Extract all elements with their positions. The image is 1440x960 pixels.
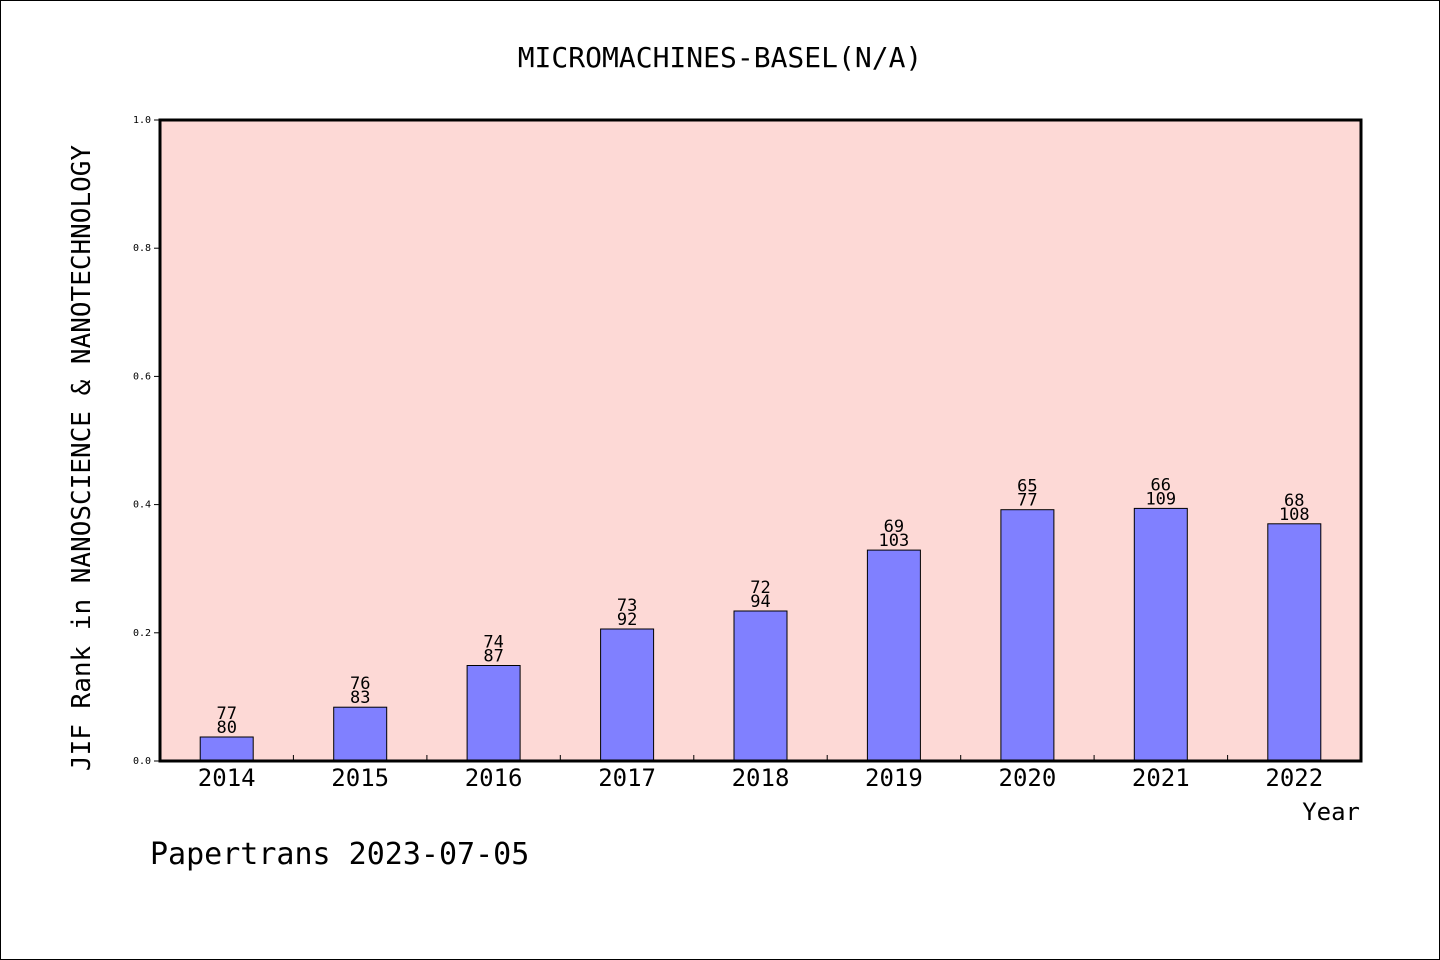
- bar-2018: [733, 610, 788, 762]
- y-tick-label-0.0: 0.0: [133, 756, 151, 767]
- bar-2019: [866, 549, 921, 762]
- y-tick-label-0.6: 0.6: [133, 371, 151, 382]
- chart-title: MICROMACHINES-BASEL(N/A): [518, 41, 923, 74]
- bar-2016: [466, 665, 521, 762]
- y-tick-label-1.0: 1.0: [133, 115, 151, 126]
- bar-rank-label-2018: 72: [750, 578, 770, 598]
- bar-total-label-2019: 103: [879, 531, 910, 551]
- x-tick-label-2017: 2017: [598, 764, 656, 792]
- bar-total-label-2015: 83: [350, 688, 370, 708]
- bar-rank-label-2017: 73: [617, 596, 637, 616]
- y-tick-label-0.8: 0.8: [133, 243, 151, 254]
- bars-group: [199, 507, 1322, 762]
- plot-border: [158, 118, 1363, 763]
- bar-total-label-2021: 109: [1145, 489, 1176, 509]
- bar-2014: [199, 736, 254, 762]
- x-tick-label-2020: 2020: [999, 764, 1057, 792]
- x-tick-label-2021: 2021: [1132, 764, 1190, 792]
- bar-total-label-2017: 92: [617, 610, 637, 630]
- bar-2017: [600, 628, 655, 762]
- x-tick-label-2019: 2019: [865, 764, 923, 792]
- bar-rank-label-2021: 66: [1151, 475, 1171, 495]
- bar-total-label-2016: 87: [483, 647, 503, 667]
- x-axis-label: Year: [1302, 798, 1360, 826]
- bar-rank-label-2020: 65: [1017, 477, 1037, 497]
- x-axis: 2014 2015 2016 2017 2018 2019 2020 2021 2022: [198, 755, 1323, 792]
- bar-rank-label-2014: 77: [216, 704, 236, 724]
- bar-total-label-2014: 80: [216, 718, 236, 738]
- bar-total-label-2018: 94: [750, 592, 770, 612]
- x-tick-label-2018: 2018: [732, 764, 790, 792]
- bar-2021: [1133, 507, 1188, 762]
- y-axis-label: JIF Rank in NANOSCIENCE & NANOTECHNOLOGY: [67, 145, 97, 771]
- bar-rank-label-2015: 76: [350, 674, 370, 694]
- bar-2020: [1000, 509, 1055, 762]
- bar-rank-label-2022: 68: [1284, 491, 1304, 511]
- y-axis: 0.0 0.2 0.4 0.6 0.8 1.0: [133, 115, 160, 767]
- bar-2015: [333, 706, 388, 762]
- x-tick-label-2014: 2014: [198, 764, 256, 792]
- bar-total-label-2022: 108: [1279, 505, 1310, 525]
- bar-rank-label-2019: 69: [884, 517, 904, 537]
- y-tick-label-0.2: 0.2: [133, 628, 151, 639]
- x-tick-label-2022: 2022: [1265, 764, 1323, 792]
- x-tick-label-2016: 2016: [465, 764, 523, 792]
- footer-credit: Papertrans 2023-07-05: [150, 837, 529, 872]
- bar-2022: [1267, 523, 1322, 762]
- bar-total-label-2020: 77: [1017, 491, 1037, 511]
- x-tick-label-2015: 2015: [331, 764, 389, 792]
- y-tick-label-0.4: 0.4: [133, 500, 151, 511]
- bar-rank-label-2016: 74: [483, 633, 503, 653]
